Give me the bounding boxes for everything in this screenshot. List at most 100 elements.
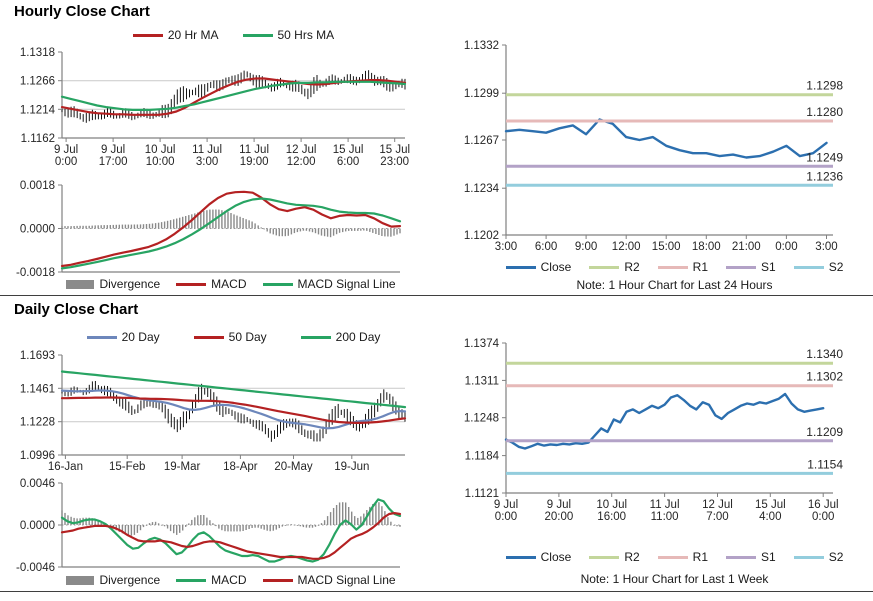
legend-item: MACD xyxy=(176,277,247,291)
legend-label: MACD xyxy=(211,573,247,587)
svg-text:10 Jul: 10 Jul xyxy=(145,144,176,156)
legend-swatch-line xyxy=(176,578,207,582)
svg-text:9 Jul: 9 Jul xyxy=(54,144,78,156)
section-divider xyxy=(0,295,873,296)
legend-label: R1 xyxy=(692,550,708,564)
svg-text:1.1374: 1.1374 xyxy=(464,338,500,350)
close-line xyxy=(504,118,828,159)
legend-item: Divergence xyxy=(66,573,160,587)
svg-text:1.1248: 1.1248 xyxy=(464,413,499,425)
hourly-pivot-chart: Close R2 R1 S1 S2 Note: 1 Hour Chart for… xyxy=(430,22,873,295)
ma-line-0 xyxy=(60,389,407,430)
legend-item: Close xyxy=(505,260,571,274)
svg-text:3:00: 3:00 xyxy=(495,241,517,253)
svg-text:18:00: 18:00 xyxy=(692,241,721,253)
legend-swatch-line xyxy=(793,555,824,559)
svg-text:9 Jul: 9 Jul xyxy=(494,499,518,511)
svg-text:1.1266: 1.1266 xyxy=(20,76,55,88)
legend-label: 50 Day xyxy=(228,330,267,344)
section-title-hourly: Hourly Close Chart xyxy=(14,3,150,20)
svg-text:12:00: 12:00 xyxy=(612,241,641,253)
legend-label: MACD xyxy=(211,277,247,291)
legend-swatch-line xyxy=(86,335,117,339)
svg-text:23:00: 23:00 xyxy=(380,156,409,168)
legend-label: 50 Hrs MA xyxy=(277,28,335,42)
svg-text:1.1461: 1.1461 xyxy=(20,383,55,395)
legend-swatch-bar xyxy=(66,575,95,585)
level-label-s1: 1.1209 xyxy=(806,425,843,439)
svg-text:-0.0018: -0.0018 xyxy=(16,267,55,279)
legend-item: S2 xyxy=(793,550,843,564)
level-label-s2: 1.1236 xyxy=(806,169,843,183)
daily-macd-chart: Divergence MACD MACD Signal Line 0.0046 0… xyxy=(0,472,430,593)
section-title-daily: Daily Close Chart xyxy=(14,301,139,318)
svg-text:4:00: 4:00 xyxy=(759,511,781,523)
legend-item: 50 Day xyxy=(193,330,267,344)
svg-text:16 Jul: 16 Jul xyxy=(808,499,839,511)
legend-item: Divergence xyxy=(66,277,160,291)
candlesticks xyxy=(61,70,406,123)
legend-item: R2 xyxy=(589,550,640,564)
svg-text:11:00: 11:00 xyxy=(651,511,679,523)
close-line xyxy=(504,392,825,450)
legend-label: S1 xyxy=(761,550,776,564)
svg-text:1.1202: 1.1202 xyxy=(464,230,499,242)
legend-item: S1 xyxy=(726,260,776,274)
svg-text:7:00: 7:00 xyxy=(706,511,728,523)
macd-signal-line xyxy=(60,197,402,270)
legend-item: 20 Day xyxy=(86,330,160,344)
legend-label: S2 xyxy=(828,260,844,274)
svg-text:9 Jul: 9 Jul xyxy=(101,144,125,156)
svg-text:1.1318: 1.1318 xyxy=(20,47,55,59)
svg-text:0:00: 0:00 xyxy=(775,241,797,253)
hourly_pivot-canvas: 1.1298 1.1280 1.1249 1.1236 1.1332 1.1299 1.12… xyxy=(464,40,844,253)
legend-label: Close xyxy=(540,550,572,564)
svg-text:3:00: 3:00 xyxy=(196,156,218,168)
legend-swatch-line xyxy=(726,555,756,559)
svg-text:9:00: 9:00 xyxy=(575,241,597,253)
svg-text:0.0000: 0.0000 xyxy=(20,520,55,532)
legend-label: MACD Signal Line xyxy=(297,277,396,291)
legend-item: 20 Hr MA xyxy=(132,28,219,42)
svg-text:1.1121: 1.1121 xyxy=(465,488,499,500)
legend-label: 200 Day xyxy=(335,330,381,344)
svg-text:15-Feb: 15-Feb xyxy=(109,461,145,472)
svg-text:20-May: 20-May xyxy=(274,461,313,472)
legend-swatch-line xyxy=(589,555,620,559)
daily-price-legend: 20 Day 50 Day 200 Day xyxy=(62,330,405,344)
axis-ticks-and-labels: 0.0046 0.0000 -0.0046 xyxy=(16,478,62,574)
svg-text:11 Jul: 11 Jul xyxy=(239,144,269,156)
pivot-levels: 1.1298 1.1280 1.1249 1.1236 xyxy=(506,79,843,187)
legend-label: 20 Hr MA xyxy=(167,28,219,42)
hourly-price-chart: 20 Hr MA 50 Hrs MA 1.1318 1.1266 1.1214 1.1… xyxy=(0,22,430,178)
level-label-s1: 1.1249 xyxy=(806,150,843,164)
weekly_pivot-canvas: 1.1340 1.1302 1.1209 1.1154 1.1374 1.1311 1.12… xyxy=(464,338,844,523)
level-label-r1: 1.1302 xyxy=(806,370,843,384)
legend-item: MACD xyxy=(176,573,247,587)
svg-text:18-Apr: 18-Apr xyxy=(223,461,258,472)
legend-swatch-line xyxy=(505,555,536,559)
level-label-r2: 1.1298 xyxy=(806,79,843,93)
svg-text:15 Jul: 15 Jul xyxy=(755,499,786,511)
svg-text:15:00: 15:00 xyxy=(652,241,681,253)
legend-swatch-line xyxy=(589,265,620,269)
svg-text:16-Jan: 16-Jan xyxy=(48,461,83,472)
svg-text:11 Jul: 11 Jul xyxy=(650,499,680,511)
chart-note: Note: 1 Hour Chart for Last 1 Week xyxy=(580,572,769,586)
axis-ticks-and-labels: 0.0018 0.0000 -0.0018 xyxy=(16,180,62,279)
legend-swatch-line xyxy=(193,335,224,339)
svg-text:0.0046: 0.0046 xyxy=(20,478,55,490)
weekly-pivot-legend: Close R2 R1 S1 S2 xyxy=(505,550,843,564)
legend-label: R1 xyxy=(692,260,708,274)
svg-text:1.1299: 1.1299 xyxy=(464,88,499,100)
legend-label: Divergence xyxy=(99,573,161,587)
legend-swatch-line xyxy=(262,282,293,286)
macd-signal-line xyxy=(60,511,402,560)
legend-item: R2 xyxy=(589,260,640,274)
legend-swatch-line xyxy=(657,265,688,269)
svg-text:0.0000: 0.0000 xyxy=(20,224,55,236)
svg-text:1.1228: 1.1228 xyxy=(20,417,55,429)
